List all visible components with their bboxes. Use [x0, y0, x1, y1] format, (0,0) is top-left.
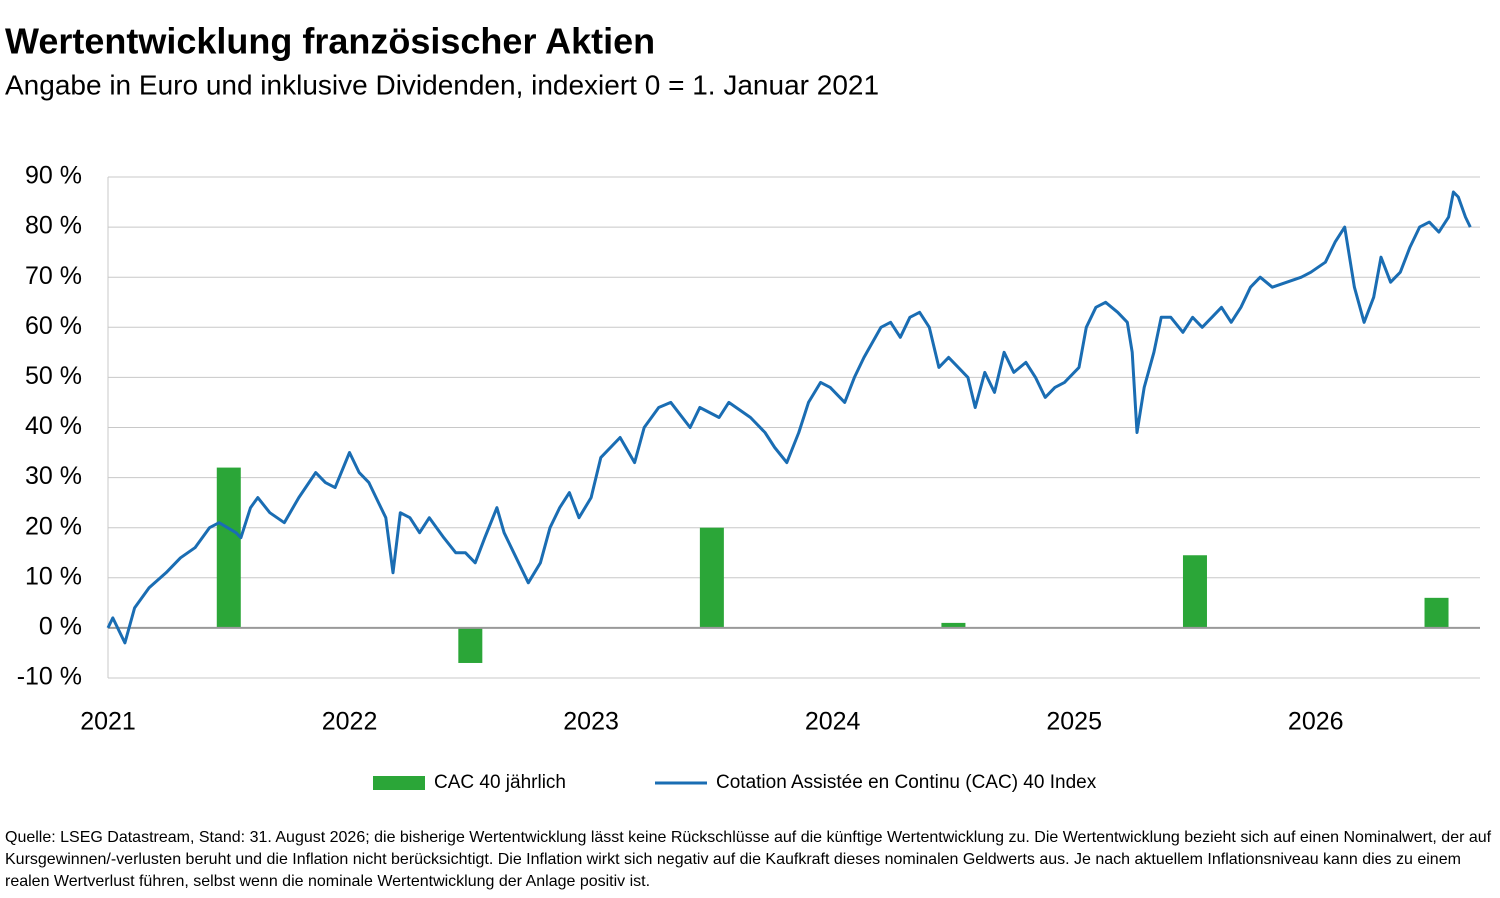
y-tick-label: 50 % — [25, 362, 82, 390]
line — [106, 190, 1472, 645]
bar — [699, 527, 724, 628]
source-note: Quelle: LSEG Datastream, Stand: 31. Augu… — [5, 829, 1492, 890]
y-tick-label: 40 % — [25, 412, 82, 440]
x-tick-label: 2024 — [805, 708, 861, 736]
y-tick-label: 70 % — [25, 262, 82, 290]
bar — [458, 627, 483, 663]
bar — [941, 622, 966, 628]
bar — [1182, 555, 1207, 628]
y-tick-label: 0 % — [39, 613, 82, 641]
x-tick-label: 2022 — [322, 708, 378, 736]
bar — [216, 467, 241, 628]
y-tick-label: 90 % — [25, 162, 82, 190]
y-tick-label: 20 % — [25, 512, 82, 540]
x-tick-label: 2026 — [1288, 708, 1344, 736]
x-tick-label: 2025 — [1046, 708, 1102, 736]
y-tick-label: 10 % — [25, 562, 82, 590]
legend-swatch — [373, 776, 425, 790]
chart-subtitle: Angabe in Euro und inklusive Dividenden,… — [5, 69, 879, 100]
x-tick-label: 2023 — [563, 708, 619, 736]
chart: Wertentwicklung französischer Aktien Ang… — [5, 21, 1480, 793]
y-tick-label: 60 % — [25, 312, 82, 340]
legend-label: CAC 40 jährlich — [434, 772, 566, 793]
y-tick-label: 80 % — [25, 212, 82, 240]
chart-title: Wertentwicklung französischer Aktien — [5, 21, 655, 62]
legend-label: Cotation Assistée en Continu (CAC) 40 In… — [716, 772, 1097, 793]
y-tick-label: -10 % — [17, 663, 82, 691]
bar — [1424, 597, 1449, 628]
x-tick-label: 2021 — [80, 708, 136, 736]
y-tick-label: 30 % — [25, 462, 82, 490]
